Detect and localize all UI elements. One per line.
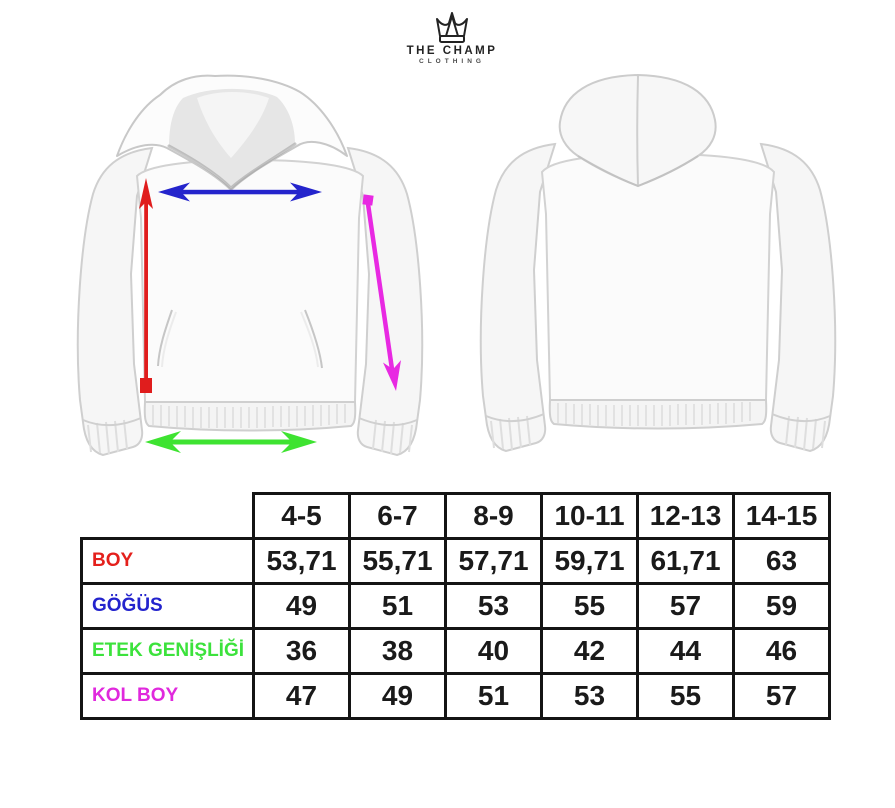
table-row-gogus: GÖĞÜS 49 51 53 55 57 59: [80, 582, 831, 630]
cell-value: 47: [252, 672, 351, 720]
size-chart-table: 4-5 6-7 8-9 10-11 12-13 14-15 BOY 53,71 …: [80, 492, 831, 720]
cell-value: 57,71: [444, 537, 543, 585]
boy-length-arrow: [139, 178, 153, 393]
back-right-sleeve: [759, 142, 837, 453]
back-left-sleeve: [479, 142, 557, 453]
cell-value: 49: [252, 582, 351, 630]
back-hood-seam: [636, 75, 639, 187]
corner-empty-cell: [82, 494, 254, 539]
kol-sleeve-arrow: [362, 194, 401, 391]
cell-value: 46: [732, 627, 831, 675]
size-col-header: 14-15: [732, 492, 831, 540]
cell-value: 63: [732, 537, 831, 585]
cell-value: 53: [444, 582, 543, 630]
size-col-header: 8-9: [444, 492, 543, 540]
cell-value: 55: [540, 582, 639, 630]
gogus-chest-arrow: [158, 182, 322, 202]
cell-value: 53: [540, 672, 639, 720]
cell-value: 57: [636, 582, 735, 630]
size-col-header: 10-11: [540, 492, 639, 540]
crown-icon: [436, 12, 468, 43]
size-header-row: 4-5 6-7 8-9 10-11 12-13 14-15: [82, 492, 831, 540]
cell-value: 36: [252, 627, 351, 675]
back-body: [540, 152, 776, 401]
cell-value: 55: [636, 672, 735, 720]
size-col-header: 12-13: [636, 492, 735, 540]
cell-value: 42: [540, 627, 639, 675]
cell-value: 40: [444, 627, 543, 675]
cell-value: 49: [348, 672, 447, 720]
row-label-etek-genisligi: ETEK GENİŞLİĞİ: [80, 627, 255, 675]
front-left-sleeve: [76, 146, 154, 457]
brand-logo: THE CHAMP CLOTHING: [392, 10, 512, 65]
size-col-header: 4-5: [252, 492, 351, 540]
cell-value: 51: [444, 672, 543, 720]
cell-value: 57: [732, 672, 831, 720]
table-row-boy: BOY 53,71 55,71 57,71 59,71 61,71 63: [80, 537, 831, 585]
front-right-sleeve: [346, 146, 424, 457]
hoodie-back-view: [479, 73, 837, 453]
etek-hem-arrow: [145, 431, 317, 453]
cell-value: 53,71: [252, 537, 351, 585]
cell-value: 59,71: [540, 537, 639, 585]
cell-value: 59: [732, 582, 831, 630]
table-row-etek: ETEK GENİŞLİĞİ 36 38 40 42 44 46: [80, 627, 831, 675]
front-left-pocket-slit: [157, 309, 173, 367]
size-col-header: 6-7: [348, 492, 447, 540]
cell-value: 44: [636, 627, 735, 675]
back-hem-band: [548, 399, 768, 430]
cell-value: 61,71: [636, 537, 735, 585]
row-label-boy: BOY: [80, 537, 255, 585]
row-label-gogus: GÖĞÜS: [80, 582, 255, 630]
row-label-kol-boy: KOL BOY: [80, 672, 255, 720]
table-row-kol: KOL BOY 47 49 51 53 55 57: [80, 672, 831, 720]
cell-value: 38: [348, 627, 447, 675]
cell-value: 55,71: [348, 537, 447, 585]
brand-title: THE CHAMP: [406, 45, 498, 57]
hoodie-front-view: [76, 74, 424, 457]
cell-value: 51: [348, 582, 447, 630]
brand-subtitle: CLOTHING: [419, 58, 485, 65]
front-right-pocket-slit: [304, 309, 323, 369]
front-body: [135, 158, 365, 403]
